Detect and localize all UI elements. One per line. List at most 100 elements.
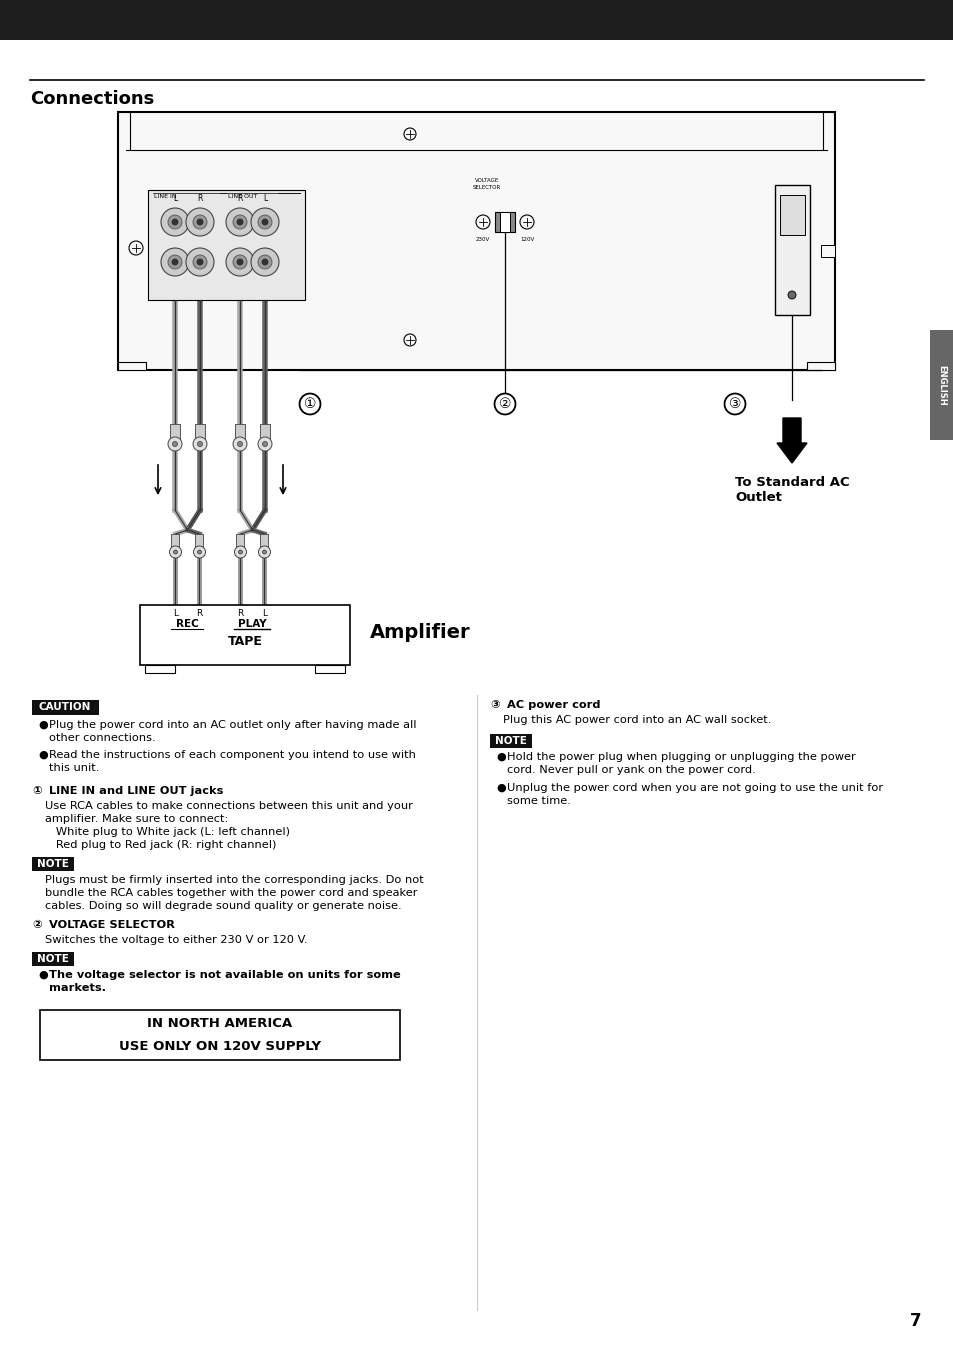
Bar	[40, 1010, 399, 1060]
FancyArrow shape	[776, 418, 806, 463]
Bar	[170, 424, 180, 441]
Text: L: L	[263, 194, 267, 202]
Text: bundle the RCA cables together with the power cord and speaker: bundle the RCA cables together with the …	[45, 888, 417, 898]
Circle shape	[193, 215, 207, 230]
Bar	[821, 244, 834, 256]
Circle shape	[262, 441, 267, 447]
Bar	[806, 362, 834, 370]
Circle shape	[193, 255, 207, 269]
Circle shape	[233, 215, 247, 230]
Text: ●: ●	[38, 720, 48, 730]
Text: NOTE: NOTE	[37, 954, 69, 964]
Text: R: R	[237, 609, 243, 618]
Text: TAPE: TAPE	[228, 634, 262, 648]
Circle shape	[196, 259, 203, 265]
Bar	[32, 701, 99, 716]
Text: To Standard AC
Outlet: To Standard AC Outlet	[734, 477, 849, 504]
Circle shape	[258, 545, 271, 558]
Text: Use RCA cables to make connections between this unit and your: Use RCA cables to make connections betwe…	[45, 801, 413, 811]
Text: other connections.: other connections.	[49, 733, 155, 743]
Text: VOLTAGE SELECTOR: VOLTAGE SELECTOR	[45, 919, 174, 930]
Circle shape	[257, 255, 272, 269]
Text: some time.: some time.	[506, 796, 570, 806]
Circle shape	[233, 437, 247, 451]
Text: NOTE: NOTE	[37, 859, 69, 869]
Bar	[32, 857, 74, 871]
Circle shape	[168, 255, 182, 269]
Bar	[314, 666, 345, 674]
Bar	[499, 212, 510, 232]
Text: 230V: 230V	[476, 238, 490, 242]
Bar	[780, 194, 804, 235]
Text: LINE OUT: LINE OUT	[228, 194, 257, 198]
Circle shape	[186, 208, 213, 236]
Circle shape	[262, 549, 266, 553]
Circle shape	[170, 545, 181, 558]
Text: cord. Never pull or yank on the power cord.: cord. Never pull or yank on the power co…	[506, 765, 755, 775]
Bar	[774, 185, 809, 315]
Bar	[118, 362, 146, 370]
Text: Read the instructions of each component you intend to use with: Read the instructions of each component …	[49, 751, 416, 760]
Circle shape	[168, 215, 182, 230]
Text: ●: ●	[38, 971, 48, 980]
Text: Hold the power plug when plugging or unplugging the power: Hold the power plug when plugging or unp…	[506, 752, 855, 761]
Text: R: R	[237, 194, 242, 202]
Text: ●: ●	[38, 751, 48, 760]
Bar	[260, 535, 268, 549]
Text: SELECTOR: SELECTOR	[473, 185, 500, 190]
Text: IN NORTH AMERICA
USE ONLY ON 120V SUPPLY: IN NORTH AMERICA USE ONLY ON 120V SUPPLY	[119, 1017, 321, 1053]
Circle shape	[257, 215, 272, 230]
Circle shape	[262, 259, 268, 265]
Text: ●: ●	[496, 752, 505, 761]
Circle shape	[197, 441, 202, 447]
Circle shape	[161, 208, 189, 236]
Text: Amplifier: Amplifier	[370, 624, 470, 643]
Circle shape	[172, 259, 178, 265]
Circle shape	[251, 248, 278, 275]
Text: markets.: markets.	[49, 983, 106, 994]
Text: Plug the power cord into an AC outlet only after having made all: Plug the power cord into an AC outlet on…	[49, 720, 416, 730]
Text: amplifier. Make sure to connect:: amplifier. Make sure to connect:	[45, 814, 228, 824]
Text: L: L	[172, 194, 177, 202]
Text: cables. Doing so will degrade sound quality or generate noise.: cables. Doing so will degrade sound qual…	[45, 900, 401, 911]
Circle shape	[236, 259, 243, 265]
Text: ①: ①	[32, 786, 42, 796]
Text: R: R	[197, 194, 202, 202]
Circle shape	[257, 437, 272, 451]
Text: L: L	[262, 609, 267, 618]
Circle shape	[161, 248, 189, 275]
Text: LINE IN and LINE OUT jacks: LINE IN and LINE OUT jacks	[45, 786, 223, 796]
Circle shape	[233, 255, 247, 269]
Circle shape	[236, 219, 243, 225]
Bar	[490, 734, 532, 748]
Circle shape	[173, 549, 177, 553]
Text: ②: ②	[32, 919, 42, 930]
Text: ●: ●	[496, 783, 505, 792]
Circle shape	[172, 441, 177, 447]
Text: The voltage selector is not available on units for some: The voltage selector is not available on…	[49, 971, 400, 980]
Bar	[495, 212, 515, 232]
Bar	[118, 112, 834, 370]
Text: 7: 7	[909, 1312, 921, 1330]
Circle shape	[172, 219, 178, 225]
Bar	[194, 424, 205, 441]
Text: CAUTION: CAUTION	[39, 702, 91, 713]
Text: Red plug to Red jack (R: right channel): Red plug to Red jack (R: right channel)	[45, 840, 276, 850]
Text: Connections: Connections	[30, 90, 154, 108]
Text: Plug this AC power cord into an AC wall socket.: Plug this AC power cord into an AC wall …	[502, 716, 771, 725]
Text: REC: REC	[176, 620, 198, 629]
Text: VOLTAGE: VOLTAGE	[475, 178, 498, 184]
Bar	[148, 190, 305, 300]
Circle shape	[226, 208, 253, 236]
Text: Switches the voltage to either 230 V or 120 V.: Switches the voltage to either 230 V or …	[45, 936, 307, 945]
Circle shape	[186, 248, 213, 275]
Bar	[0, 0, 953, 40]
Bar	[140, 605, 350, 666]
Bar	[236, 535, 244, 549]
Bar	[172, 535, 179, 549]
Circle shape	[251, 208, 278, 236]
Circle shape	[193, 437, 207, 451]
Text: NOTE: NOTE	[495, 736, 526, 747]
Circle shape	[787, 292, 795, 298]
Bar	[929, 329, 953, 440]
